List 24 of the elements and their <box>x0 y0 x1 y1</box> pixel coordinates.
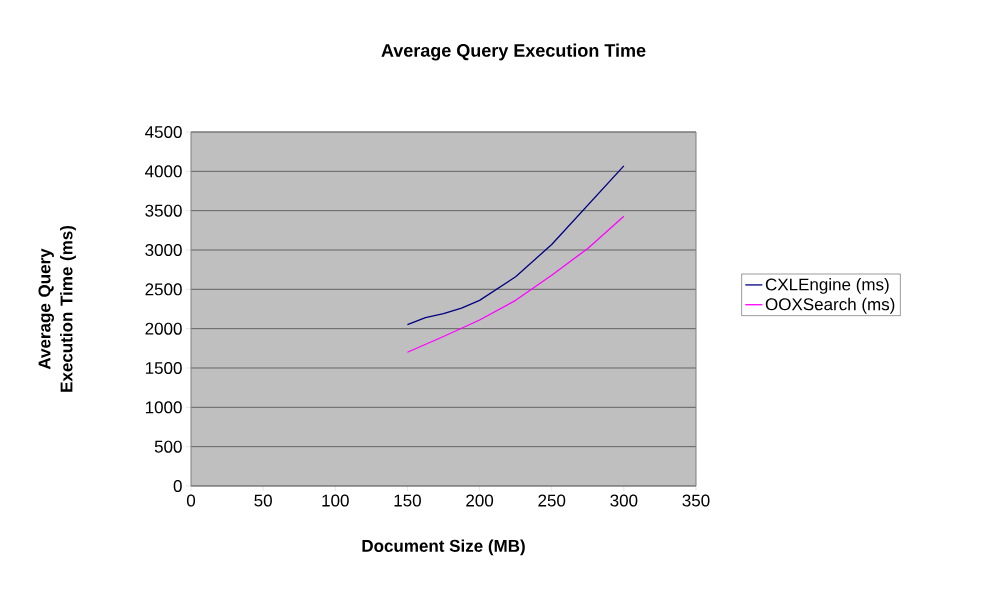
line-series <box>406 215 625 353</box>
x-tick-label: 200 <box>466 494 494 507</box>
y-tick-label: 4000 <box>145 165 182 178</box>
y-tick-label: 3000 <box>145 243 182 257</box>
x-axis-title: Document Size (MB) <box>362 539 525 556</box>
y-tick-label: 0 <box>173 479 182 493</box>
y-tick-label: 3500 <box>145 204 182 217</box>
y-tick-label: 500 <box>154 440 182 453</box>
y-tick-label: 1000 <box>145 401 182 414</box>
y-tick-label: 4500 <box>145 125 182 139</box>
chart-title: Average Query Execution Time <box>381 43 646 61</box>
y-axis-title: Average Query Execution Time (ms) <box>38 225 76 392</box>
y-tick-label: 2000 <box>145 322 182 335</box>
x-tick-label: 50 <box>254 494 272 507</box>
y-tick-label: 1500 <box>145 361 182 375</box>
x-tick-label: 350 <box>682 494 710 507</box>
x-tick-label: 250 <box>538 494 566 507</box>
x-tick-label: 300 <box>610 494 638 507</box>
legend-label: OOXSearch (ms) <box>765 297 895 314</box>
x-tick-label: 150 <box>394 494 421 507</box>
x-tick-label: 0 <box>186 494 196 507</box>
y-tick-label: 2500 <box>145 283 182 296</box>
legend-label: CXLEngine (ms) <box>765 278 889 294</box>
x-tick-label: 100 <box>322 494 349 507</box>
